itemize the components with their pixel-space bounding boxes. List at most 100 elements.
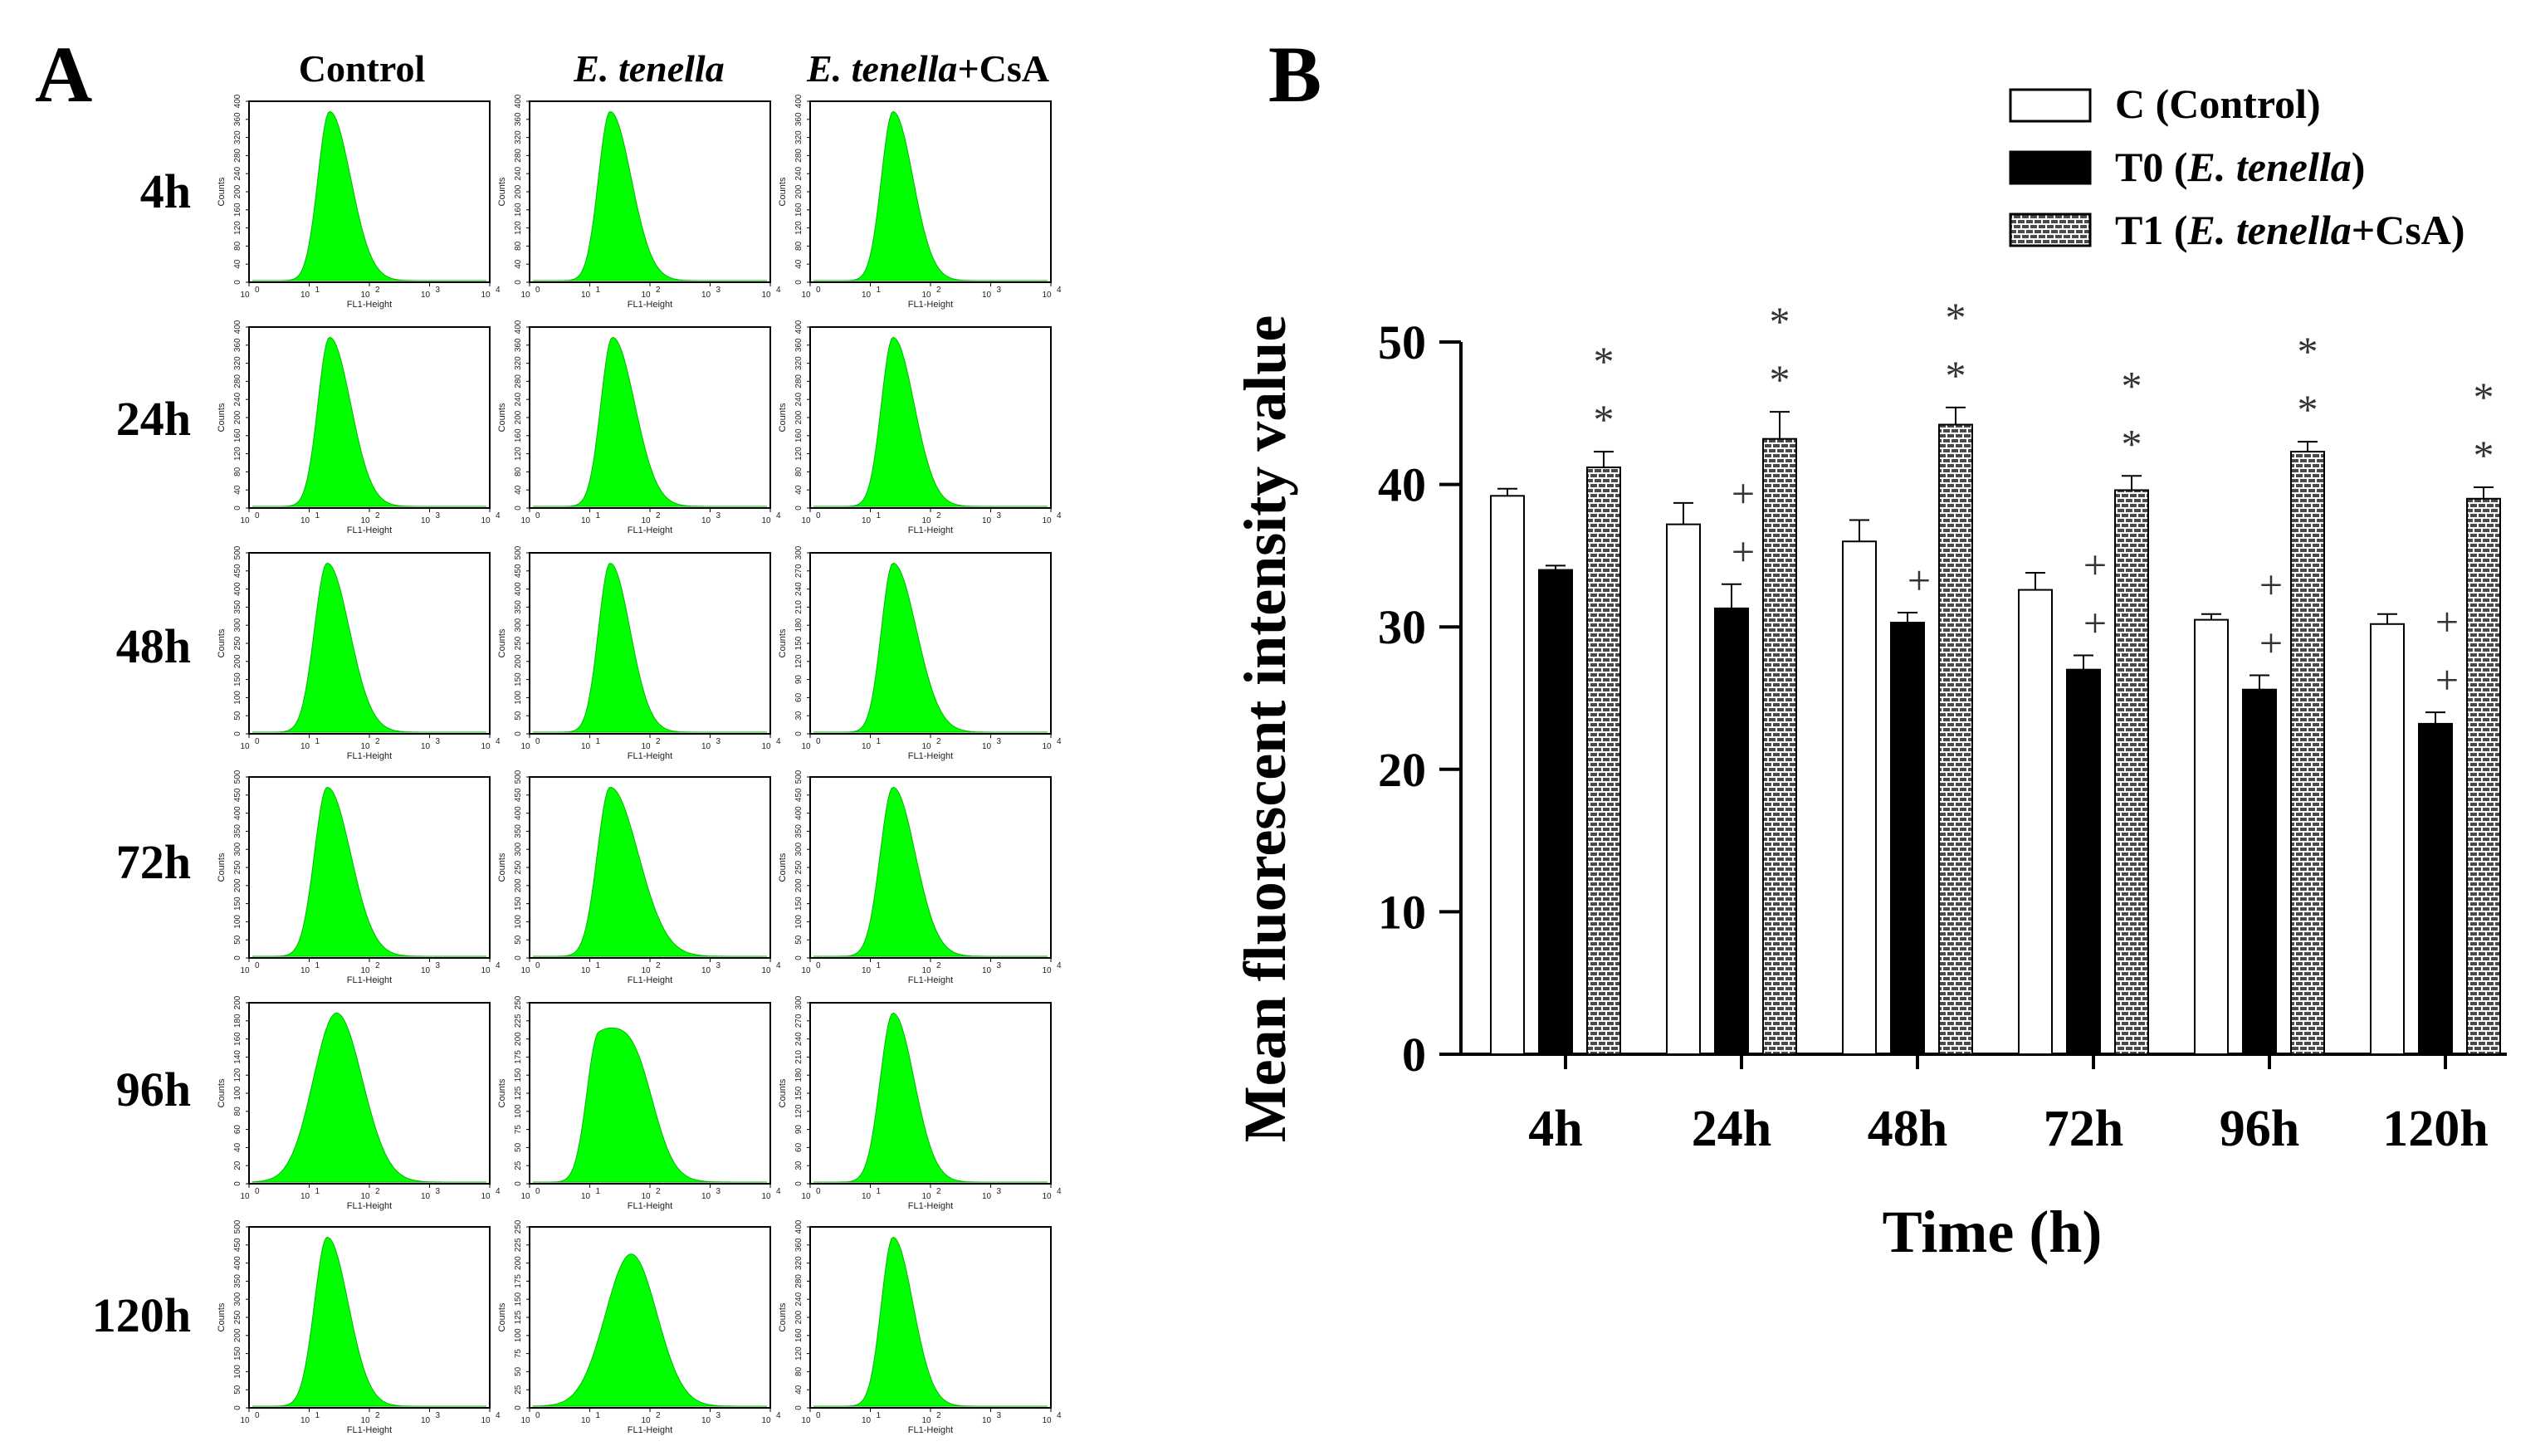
panel-a: A Control E. tenella E. tenella+CsA 4h 2… [35,30,1062,1435]
x-tick-exponent: 3 [716,286,721,295]
y-tick-label: 100 [514,1328,523,1342]
x-tick-exponent: 0 [535,1411,540,1420]
x-tick-exponent: 3 [997,1187,1002,1196]
histogram-distribution [533,562,767,733]
y-tick-label: 30 [794,1160,804,1170]
x-tick-exponent: 1 [596,1411,601,1420]
x-tick-exponent: 2 [936,511,941,520]
y-tick-label: 450 [233,1238,242,1252]
x-tick-label: 10 [641,1192,651,1201]
bar-c-48h [1842,540,1877,1055]
y-axis-name: Counts [778,1078,788,1107]
x-tick-exponent: 0 [535,737,540,746]
y-tick-label: 200 [233,878,242,892]
y-tick-label: 500 [514,545,523,559]
x-tick-label: 10 [862,966,872,975]
y-tick-label: 40 [794,259,804,269]
y-tick-label: 40 [233,485,242,495]
y-tick-label: 300 [794,842,804,856]
y-axis-name: Counts [778,177,788,206]
y-tick-label: 250 [514,1219,523,1234]
bar-t1-48h [1938,423,1973,1055]
x-tick-exponent: 1 [877,1411,882,1420]
x-tick-label: 10 [641,1416,651,1425]
significance-star: * [1770,298,1790,344]
y-tick-label: 320 [794,130,804,144]
y-tick-label: 240 [233,166,242,180]
y-tick-label: 160 [233,203,242,217]
legend-swatch-t0 [2009,150,2092,185]
x-tick-label: 48h [1868,1101,1947,1157]
x-tick-label: 10 [862,1416,872,1425]
x-tick-exponent: 2 [656,1411,661,1420]
y-tick-label: 80 [794,241,804,251]
x-tick-exponent: 1 [315,286,320,295]
histogram-distribution [252,110,486,281]
y-axis-name: Counts [497,628,507,657]
row-label-72h: 72h [116,835,191,889]
x-tick-exponent: 0 [255,961,260,970]
x-tick-label: 10 [1042,1192,1052,1201]
x-tick-label: 10 [300,1416,310,1425]
y-tick-label: 0 [794,731,804,736]
y-tick-label: 320 [233,356,242,370]
x-tick-label: 10 [801,742,811,751]
x-tick-exponent: 3 [716,1187,721,1196]
x-tick-exponent: 4 [1057,737,1062,746]
x-axis-name: FL1-Height [347,525,392,535]
x-tick-exponent: 0 [816,737,821,746]
y-tick-label: 180 [794,1068,804,1082]
y-tick-label: 75 [514,1349,523,1359]
y-tick-label: 0 [514,506,523,511]
significance-plus: + [1908,557,1931,603]
y-tick-label: 360 [514,338,523,352]
y-axis-name: Counts [778,403,788,432]
y-tick-label: 160 [233,428,242,442]
y-tick-label: 40 [233,259,242,269]
x-tick-exponent: 3 [997,1411,1002,1420]
x-tick-label: 10 [581,291,591,300]
y-tick-label: 250 [514,636,523,650]
x-tick-exponent: 3 [436,286,441,295]
x-tick-exponent: 3 [436,511,441,520]
y-tick-label: 120 [794,447,804,461]
x-axis-name: FL1-Height [347,975,392,985]
y-tick-label: 240 [514,166,523,180]
x-tick-label: 10 [240,291,250,300]
x-axis-name: FL1-Height [908,751,953,761]
bar-t1-72h [2114,489,2149,1055]
y-tick-label: 50 [233,1385,242,1395]
y-tick-label: 125 [514,1086,523,1100]
y-tick-label: 0 [233,731,242,736]
x-tick-label: 10 [1042,291,1052,300]
y-tick-label: 160 [514,428,523,442]
significance-plus: + [2435,599,2459,645]
x-tick-label: 10 [921,966,931,975]
y-tick-label: 400 [233,94,242,108]
x-tick-exponent: 2 [656,511,661,520]
x-tick-exponent: 0 [816,1187,821,1196]
x-axis-name: FL1-Height [908,1201,953,1211]
histogram-control-48h: 050100150200250300350400450500Counts1001… [217,545,501,761]
x-tick-exponent: 0 [816,511,821,520]
y-tick-label: 0 [514,1181,523,1186]
x-tick-label: 10 [300,742,310,751]
x-tick-label: 10 [1042,1416,1052,1425]
y-tick-label: 400 [794,320,804,334]
y-axis-name: Counts [497,853,507,882]
x-tick-exponent: 4 [1057,1187,1062,1196]
y-tick-label: 120 [514,221,523,235]
x-tick-label: 10 [641,966,651,975]
y-axis-name: Counts [497,403,507,432]
x-tick-label: 10 [581,966,591,975]
x-tick-label: 10 [701,966,711,975]
histogram-e-tenella-csa-96h: 0306090120150180210240270300Counts100101… [778,995,1062,1211]
x-tick-label: 10 [1042,516,1052,525]
histogram-distribution [533,110,767,281]
significance-star: * [1946,294,1966,340]
y-tick-label: 200 [514,654,523,668]
y-tick-label: 400 [794,1219,804,1234]
y-tick-label: 120 [794,654,804,668]
x-tick-exponent: 1 [877,1187,882,1196]
y-axis-name: Counts [217,1078,227,1107]
